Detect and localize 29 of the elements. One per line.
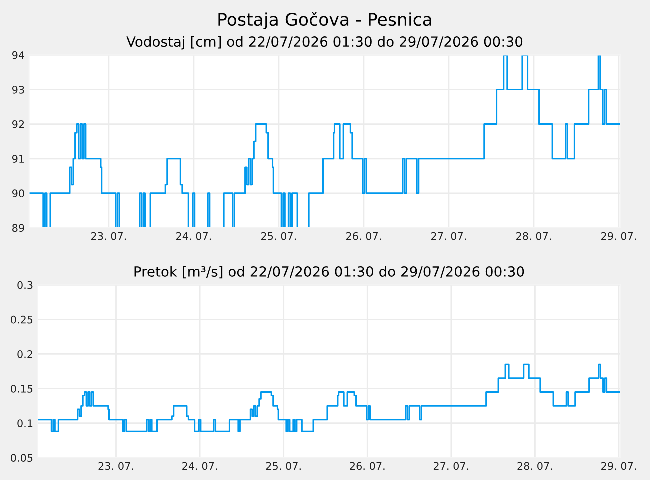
x-tick-label: 27. 07.: [434, 462, 469, 470]
y-tick-label: 0.05: [11, 454, 33, 462]
y-tick-label: 0.2: [18, 350, 32, 358]
y-tick-label: 92: [12, 120, 24, 128]
x-tick-label: 27. 07.: [432, 232, 466, 240]
y-tick-label: 0.3: [18, 281, 33, 290]
chart-title: Pretok [m³/s] od 22/07/2026 01:30 do 29/07/2026 00:30: [134, 266, 524, 279]
chart-subtitle: Vodostaj [cm] od 22/07/2026 01:30 do 29/07/2026 00:30: [126, 36, 523, 50]
x-tick-label: 28. 07.: [516, 232, 552, 240]
x-tick-label: 24. 07.: [182, 462, 218, 470]
x-tick-label: 25. 07.: [266, 462, 301, 470]
y-tick-label: 0.15: [11, 385, 33, 393]
chart-title: Postaja Gočova - Pesnica: [218, 12, 432, 30]
y-tick-label: 93: [12, 86, 24, 94]
y-tick-label: 91: [12, 155, 24, 163]
x-tick-label: 24. 07.: [176, 232, 212, 240]
y-tick-label: 0.1: [18, 420, 33, 428]
x-tick-label: 23. 07.: [91, 232, 126, 240]
y-tick-label: 89: [12, 224, 24, 232]
x-tick-label: 26. 07.: [350, 462, 385, 470]
x-tick-label: 29. 07.: [602, 462, 636, 470]
x-tick-label: 25. 07.: [261, 232, 296, 240]
x-tick-label: 23. 07.: [98, 462, 134, 470]
x-tick-label: 28. 07.: [518, 462, 552, 470]
y-tick-label: 90: [12, 190, 24, 198]
y-tick-label: 0.25: [11, 316, 33, 324]
x-tick-label: 29. 07.: [602, 232, 636, 240]
y-tick-label: 94: [12, 51, 24, 60]
x-tick-label: 26. 07.: [346, 232, 382, 240]
